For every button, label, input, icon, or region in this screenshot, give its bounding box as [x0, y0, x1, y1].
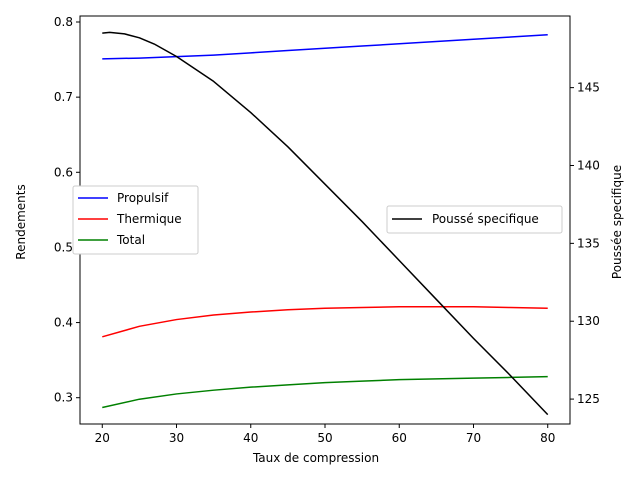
y-axis-right-label: Poussée specifique	[610, 165, 624, 279]
x-tick-label: 50	[317, 431, 332, 445]
x-axis-label: Taux de compression	[252, 451, 379, 465]
y-left-tick-label: 0.3	[54, 391, 73, 405]
y-axis-left: 0.3 0.4 0.5 0.6 0.7 0.8	[54, 15, 80, 405]
y-left-tick-label: 0.5	[54, 240, 73, 254]
x-axis: 20 30 40 50 60 70 80	[95, 424, 555, 445]
y-left-tick-label: 0.6	[54, 165, 73, 179]
x-tick-label: 40	[243, 431, 258, 445]
y-left-tick-label: 0.7	[54, 90, 73, 104]
y-left-tick-label: 0.4	[54, 316, 73, 330]
series-line-poussee-specifique	[102, 31, 549, 416]
legend-left: Propulsif Thermique Total	[72, 185, 199, 255]
legend-left-box	[72, 185, 199, 255]
y-left-tick-label: 0.8	[54, 15, 73, 29]
legend-label-total: Total	[116, 233, 145, 247]
legend-label-propulsif: Propulsif	[117, 191, 169, 205]
plot-lines	[102, 31, 549, 416]
legend-right: Poussé specifique	[386, 205, 563, 234]
legend-label-thermique: Thermique	[116, 212, 182, 226]
y-right-tick-label: 125	[577, 392, 600, 406]
x-tick-label: 30	[169, 431, 184, 445]
x-tick-label: 70	[466, 431, 481, 445]
y-right-tick-label: 135	[577, 236, 600, 250]
y-right-tick-label: 140	[577, 158, 600, 172]
y-axis-right: 125 130 135 140 145	[570, 81, 600, 406]
y-right-tick-label: 145	[577, 81, 600, 95]
x-tick-label: 20	[95, 431, 110, 445]
y-axis-left-label: Rendements	[14, 184, 28, 259]
series-line-thermique	[102, 306, 548, 338]
x-tick-label: 60	[392, 431, 407, 445]
series-line-total	[102, 375, 548, 409]
x-tick-label: 80	[540, 431, 555, 445]
legend-right-box	[386, 205, 563, 234]
series-line-propulsif	[102, 34, 548, 60]
legend-label-poussee: Poussé specifique	[432, 212, 539, 226]
y-right-tick-label: 130	[577, 314, 600, 328]
